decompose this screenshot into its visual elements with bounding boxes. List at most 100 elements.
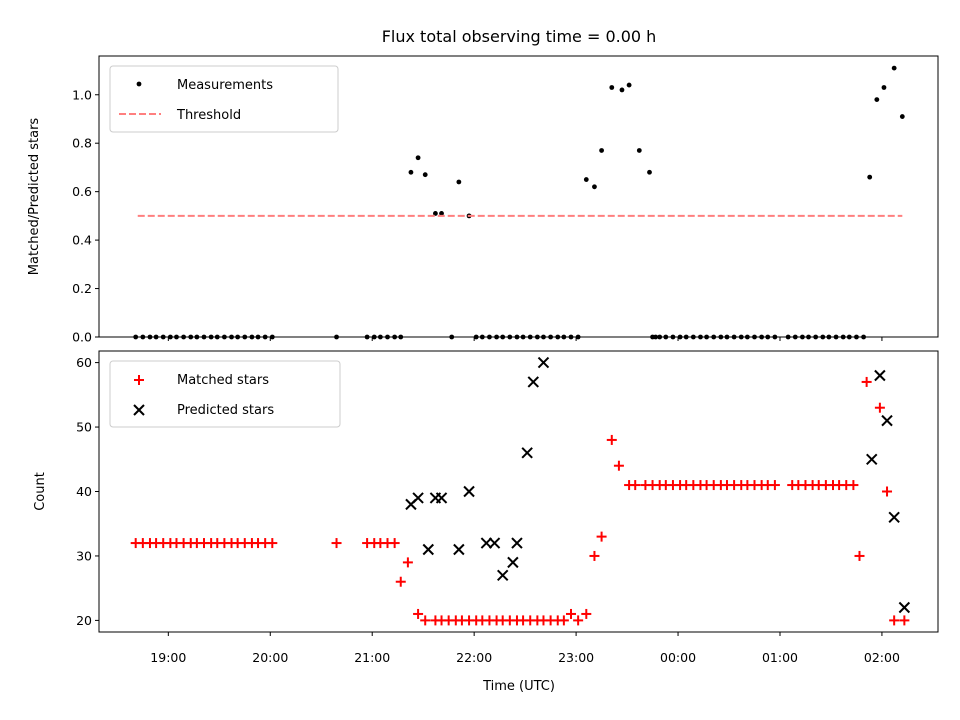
- measurement-point: [527, 334, 533, 340]
- matched-star-point: [267, 538, 278, 549]
- ytick-label: 20: [76, 613, 92, 628]
- measurement-point: [826, 334, 832, 340]
- measurement-point: [670, 334, 676, 340]
- xtick-label: 01:00: [762, 650, 798, 665]
- matched-star-point: [589, 550, 600, 561]
- matched-star-point: [769, 480, 780, 491]
- matched-star-point: [874, 402, 885, 413]
- measurement-point: [133, 334, 139, 340]
- measurement-point: [636, 148, 642, 153]
- measurement-point: [663, 334, 669, 340]
- measurement-point: [334, 334, 339, 340]
- measurement-point: [806, 334, 811, 340]
- measurement-point: [792, 334, 798, 340]
- measurement-point: [592, 184, 597, 190]
- measurement-point: [181, 334, 187, 340]
- predicted-star-point: [874, 369, 886, 382]
- measurement-point: [514, 334, 520, 340]
- measurement-point: [242, 334, 248, 340]
- measurement-point: [194, 334, 200, 340]
- measurement-point: [415, 155, 421, 161]
- predicted-star-point: [496, 569, 509, 581]
- matched-star-point: [861, 376, 872, 387]
- measurement-point: [854, 334, 859, 340]
- matched-star-point: [566, 608, 577, 619]
- matched-star-point: [630, 480, 641, 491]
- xtick-label: 23:00: [558, 650, 594, 665]
- measurement-point: [439, 211, 444, 216]
- ytick-label: 1.0: [72, 87, 92, 102]
- predicted-star-point: [527, 376, 539, 388]
- matched-star-point: [413, 608, 424, 619]
- measurement-point: [683, 334, 689, 340]
- matched-star-point: [395, 576, 406, 587]
- ytick-label: 0.2: [72, 281, 92, 296]
- measurement-point: [840, 334, 846, 340]
- predicted-star-point: [881, 414, 893, 427]
- bottom-axes: 20 30 40 50 60 19:00 20:00 21:00 22:00 23:00 00:0…: [33, 350, 939, 694]
- predicted-star-point: [537, 356, 550, 369]
- measurement-point: [833, 334, 839, 340]
- matched-star-point: [420, 615, 431, 626]
- measurement-point: [881, 85, 887, 90]
- ytick-label: 50: [76, 420, 92, 435]
- measurement-point: [677, 334, 683, 340]
- measurement-point: [140, 334, 146, 340]
- measurement-point: [704, 334, 709, 340]
- measurement-point: [398, 334, 404, 340]
- measurement-point: [867, 174, 873, 180]
- measurement-point: [561, 334, 567, 340]
- legend-label-threshold: Threshold: [176, 108, 241, 123]
- matched-star-point: [581, 608, 592, 619]
- top-legend: Measurements Threshold: [109, 65, 339, 133]
- xtick-label: 22:00: [456, 650, 492, 665]
- measurement-point: [408, 169, 414, 175]
- matched-star-point: [558, 615, 569, 626]
- matched-star-point: [596, 531, 607, 542]
- measurement-point: [385, 334, 390, 340]
- measurement-point: [744, 334, 750, 340]
- measurement-point: [500, 334, 506, 340]
- ytick-label: 60: [76, 355, 92, 370]
- ytick-label: 0.6: [72, 184, 92, 199]
- measurement-point: [188, 334, 194, 340]
- measurement-point: [174, 334, 179, 340]
- measurement-point: [555, 334, 561, 340]
- measurement-point: [711, 334, 717, 340]
- measurement-point: [479, 334, 485, 340]
- measurement-point: [377, 334, 383, 340]
- measurement-point: [772, 334, 778, 340]
- measurement-point: [364, 334, 370, 340]
- measurement-point: [449, 334, 455, 340]
- legend-label-predicted-stars: Predicted stars: [177, 403, 274, 418]
- measurement-point: [541, 334, 546, 340]
- measurement-point: [599, 148, 604, 153]
- matched-star-point: [606, 434, 617, 445]
- xtick-label: 00:00: [660, 650, 696, 665]
- legend-marker-measurements: [136, 81, 142, 87]
- measurement-point: [731, 334, 737, 340]
- predicted-star-point: [480, 537, 493, 549]
- predicted-star-point: [898, 601, 911, 614]
- measurement-point: [718, 334, 724, 340]
- measurement-point: [650, 334, 655, 340]
- measurement-point: [647, 169, 652, 175]
- measurement-point: [698, 334, 703, 340]
- legend-marker-matched-stars: [134, 375, 144, 385]
- measurement-point: [235, 334, 241, 340]
- predicted-star-point: [488, 537, 501, 549]
- measurement-point: [609, 85, 615, 90]
- measurement-point: [891, 65, 897, 71]
- measurement-point: [575, 334, 581, 340]
- matched-star-point: [899, 615, 910, 626]
- measurement-point: [568, 334, 574, 340]
- measurement-point: [269, 334, 275, 340]
- measurement-point: [147, 334, 153, 340]
- measurement-point: [160, 334, 166, 340]
- measurement-point: [534, 334, 540, 340]
- top-axes: 0.0 0.2 0.4 0.6 0.8 1.0 Matched/Predicted sta…: [27, 55, 939, 345]
- measurement-point: [507, 334, 513, 340]
- measurement-point: [255, 334, 261, 340]
- measurement-point: [214, 334, 220, 340]
